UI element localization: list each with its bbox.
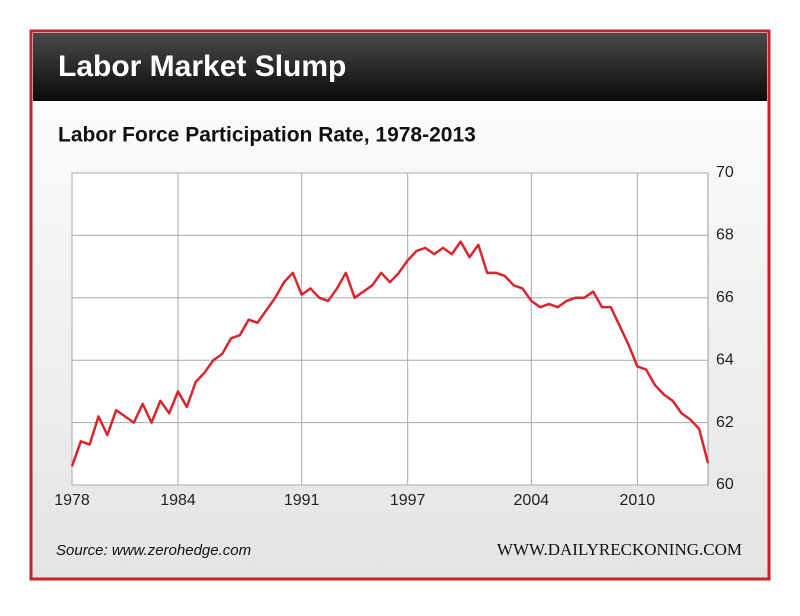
x-tick-label: 1997 <box>390 492 426 509</box>
x-tick-label: 2010 <box>620 492 656 509</box>
source: Source: www.zerohedge.com <box>56 542 251 559</box>
y-tick-label: 62 <box>716 414 734 431</box>
y-tick-label: 64 <box>716 351 734 368</box>
data-line <box>70 240 710 467</box>
x-tick-label: 2004 <box>514 492 550 509</box>
credit: WWW.DAILYRECKONING.COM <box>497 540 742 559</box>
x-tick-label: 1991 <box>284 492 320 509</box>
header-title: Labor Market Slump <box>58 50 346 83</box>
x-tick-label: 1978 <box>54 492 90 509</box>
header-band <box>33 33 767 101</box>
y-tick-label: 68 <box>716 227 734 244</box>
y-tick-label: 60 <box>716 476 734 493</box>
x-tick-label: 1984 <box>160 492 196 509</box>
y-tick-label: 66 <box>716 289 734 306</box>
chart-title: Labor Force Participation Rate, 1978-201… <box>58 124 476 147</box>
plot-area <box>71 172 709 486</box>
y-tick-label: 70 <box>716 164 734 181</box>
